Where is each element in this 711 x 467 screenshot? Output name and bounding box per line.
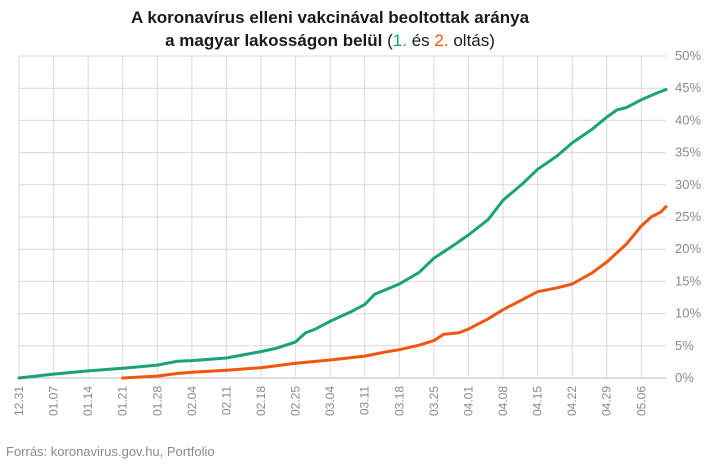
y-tick-label: 20% [675, 241, 701, 256]
x-tick-label: 12.31 [12, 386, 26, 416]
x-tick-label: 04.29 [600, 386, 614, 416]
chart-title-line1: A koronavírus elleni vakcinával beoltott… [130, 8, 530, 27]
x-tick-label: 04.08 [496, 386, 510, 416]
x-tick-label: 01.28 [150, 386, 164, 416]
title-close: oltás) [453, 31, 495, 50]
y-tick-label: 0% [675, 370, 694, 385]
x-tick-label: 03.18 [392, 386, 406, 416]
x-tick-label: 04.01 [461, 386, 475, 416]
x-tick-label: 03.11 [358, 386, 372, 415]
line-chart: 0% 5% 10% 15% 20% 25% 30% 35% 40% 45% 50% 12.31 01.0… [12, 48, 701, 416]
y-tick-label: 25% [675, 209, 701, 224]
source-note: Forrás: koronavirus.gov.hu, Portfolio [6, 444, 215, 459]
series-line-dose2 [121, 205, 668, 380]
x-tick-label: 02.04 [185, 386, 199, 416]
chart-title-line2: a magyar lakosságon belül (1. és 2. oltá… [0, 29, 660, 52]
title-and: és [411, 31, 430, 50]
x-tick-label: 04.15 [531, 386, 545, 416]
x-tick-label: 01.21 [116, 386, 130, 416]
x-tick-label: 04.22 [565, 386, 579, 416]
y-tick-label: 35% [675, 145, 701, 160]
y-tick-label: 45% [675, 80, 701, 95]
x-tick-label: 02.11 [219, 386, 233, 415]
series-line-dose1 [17, 88, 668, 380]
legend-dose1: 1. [392, 31, 407, 50]
x-tick-label: 02.25 [289, 386, 303, 416]
x-tick-label: 03.04 [323, 386, 337, 416]
y-tick-label: 15% [675, 273, 701, 288]
x-tick-label: 05.06 [634, 386, 648, 416]
y-tick-label: 5% [675, 338, 694, 353]
legend-dose2: 2. [434, 31, 449, 50]
y-tick-label: 50% [675, 48, 701, 63]
y-tick-label: 30% [675, 177, 701, 192]
x-tick-label: 02.18 [254, 386, 268, 416]
x-tick-label: 03.25 [427, 386, 441, 416]
title-subject: a magyar lakosságon belül [165, 31, 383, 50]
y-tick-label: 10% [675, 306, 701, 321]
y-tick-label: 40% [675, 112, 701, 127]
x-tick-label: 01.14 [81, 386, 95, 416]
title-open-paren: ( [387, 31, 393, 50]
x-tick-label: 01.07 [47, 386, 61, 416]
chart-title: A koronavírus elleni vakcinával beoltott… [0, 6, 660, 52]
